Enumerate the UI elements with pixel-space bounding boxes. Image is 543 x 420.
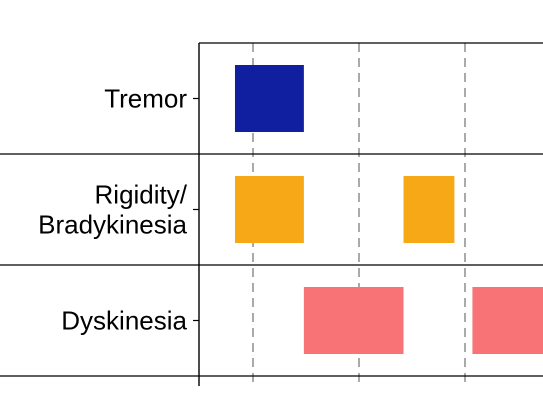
bar-row2-segment1 (234, 176, 304, 243)
bar-row3-segment1 (303, 287, 404, 354)
y-tick-label-3: Dyskinesia (61, 306, 187, 336)
frame-layer (0, 42, 543, 386)
bar-row2-segment2 (403, 176, 455, 243)
y-tick-label-1: Tremor (104, 84, 187, 114)
y-tick-label-2: Rigidity/Bradykinesia (38, 180, 188, 240)
bar-row3-segment2 (472, 287, 543, 354)
bar-row1-segment1 (234, 65, 304, 132)
labels-layer: Tremor Rigidity/Bradykinesia Dyskinesia (38, 84, 188, 336)
bars-layer (234, 65, 543, 354)
